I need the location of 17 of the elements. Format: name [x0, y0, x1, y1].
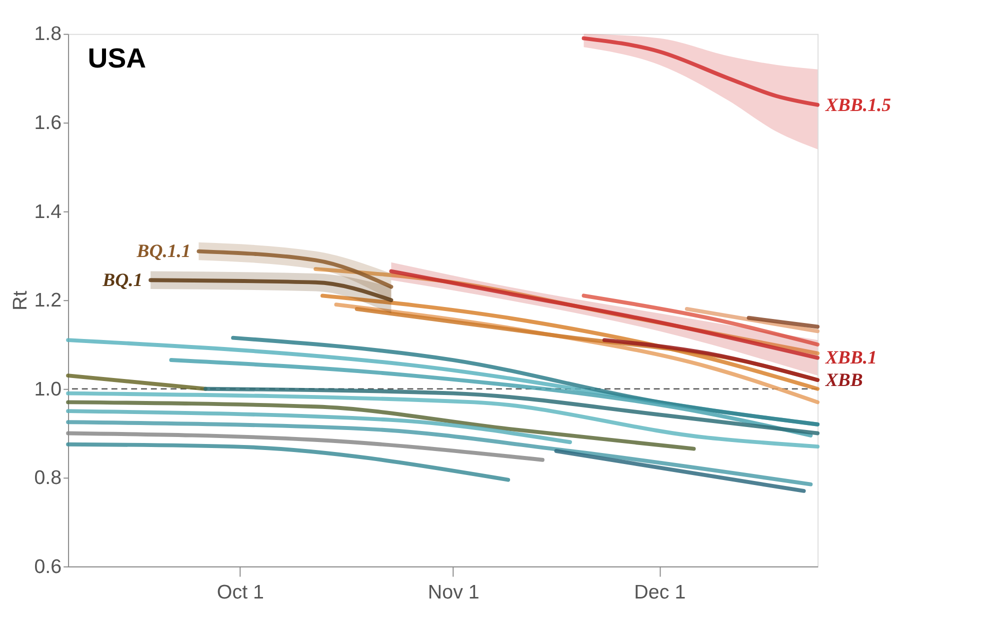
- series-label: XBB: [824, 370, 863, 391]
- x-tick-label: Nov 1: [428, 581, 480, 604]
- y-tick-label: 1.8: [34, 23, 62, 46]
- series-label: XBB.1.5: [824, 94, 891, 116]
- y-tick-label: 1.0: [34, 378, 62, 400]
- y-tick-label: 1.2: [34, 290, 62, 312]
- x-tick-label: Oct 1: [216, 581, 264, 604]
- x-tick-label: Dec 1: [634, 581, 686, 604]
- y-tick-label: 1.4: [34, 200, 62, 223]
- annotation: USA: [88, 42, 146, 74]
- y-axis-title: Rt: [9, 290, 32, 310]
- series-label: XBB.1: [824, 348, 877, 369]
- y-tick-label: 0.6: [34, 556, 62, 578]
- y-tick-label: 0.8: [34, 467, 62, 490]
- series-label: BQ.1: [102, 270, 143, 292]
- y-tick-label: 1.6: [34, 112, 62, 134]
- series-label: BQ.1.1: [136, 241, 191, 262]
